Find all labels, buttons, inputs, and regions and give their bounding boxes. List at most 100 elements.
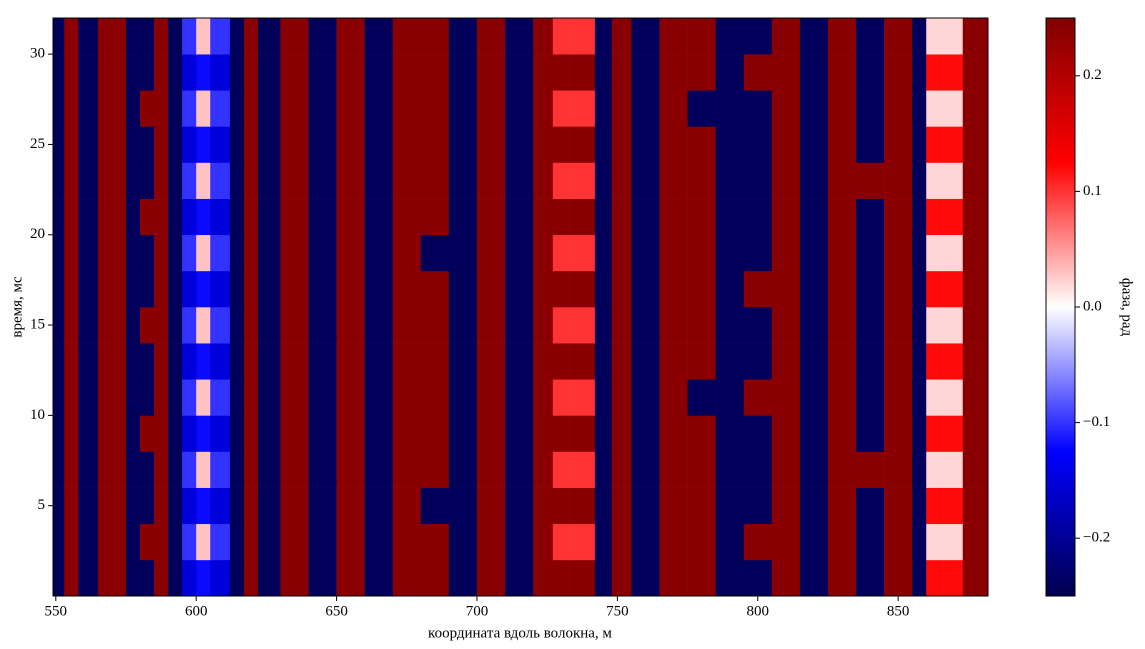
heatmap-cell [743, 559, 773, 597]
heatmap-cell [552, 559, 570, 597]
heatmap-cell [78, 270, 99, 308]
heatmap-cell [78, 451, 99, 488]
heatmap-cell [533, 18, 554, 55]
heatmap-cell [505, 559, 534, 597]
heatmap-cell [552, 54, 570, 91]
heatmap-cell [771, 90, 801, 127]
heatmap-cell [476, 198, 506, 236]
heatmap-cell [856, 559, 885, 597]
heatmap-cell [210, 18, 231, 55]
heatmap-cell [715, 18, 745, 55]
heatmap-cell [448, 379, 478, 416]
heatmap-cell [771, 270, 801, 308]
heatmap-cell [476, 379, 506, 416]
heatmap-cell [154, 451, 169, 488]
heatmap-cell [771, 343, 801, 380]
heatmap-cell [827, 162, 857, 199]
heatmap-cell [594, 379, 613, 416]
heatmap-cell [611, 198, 632, 236]
heatmap-cell [611, 270, 632, 308]
heatmap-cell [912, 90, 927, 127]
heatmap-cell [53, 54, 65, 91]
heatmap-cell [210, 415, 231, 452]
heatmap-cell [392, 487, 422, 525]
heatmap-cell [336, 451, 365, 488]
heatmap-cell [97, 415, 113, 452]
heatmap-cell [687, 307, 716, 344]
heatmap-cell [552, 18, 570, 55]
heatmap-cell [53, 307, 65, 344]
heatmap-cell [884, 234, 913, 272]
heatmap-cell [280, 54, 309, 91]
heatmap-cell [594, 198, 613, 236]
heatmap-cell [771, 18, 801, 55]
heatmap-cell [97, 523, 113, 561]
heatmap-cell [962, 343, 989, 380]
heatmap-cell [140, 18, 155, 55]
heatmap-cell [943, 487, 964, 525]
heatmap-cell [308, 559, 337, 597]
heatmap-cell [687, 90, 716, 127]
heatmap-cell [594, 559, 613, 597]
heatmap-cell [827, 559, 857, 597]
heatmap-cell [53, 198, 65, 236]
heatmap-cell [943, 18, 964, 55]
heatmap-cell [476, 451, 506, 488]
y-axis-label: время, мс [9, 276, 25, 338]
heatmap-cell [771, 234, 801, 272]
heatmap-cell [962, 451, 989, 488]
heatmap-cell [168, 18, 183, 55]
heatmap-cell [154, 18, 169, 55]
heatmap-cell [78, 126, 99, 163]
heatmap-cell [196, 90, 211, 127]
heatmap-cell [448, 54, 478, 91]
heatmap-cell [243, 343, 259, 380]
heatmap-cell [827, 415, 857, 452]
heatmap-cell [111, 234, 127, 272]
heatmap-cell [97, 487, 113, 525]
heatmap-cell [533, 307, 554, 344]
heatmap-cell [659, 559, 688, 597]
heatmap-cell [771, 198, 801, 236]
heatmap-cell [168, 198, 183, 236]
heatmap-cell [533, 523, 554, 561]
heatmap-cell [280, 270, 309, 308]
heatmap-cell [196, 559, 211, 597]
heatmap-cell [856, 18, 885, 55]
heatmap-cell [257, 90, 281, 127]
heatmap-cell [229, 126, 245, 163]
heatmap-cell [715, 126, 745, 163]
heatmap-cell [182, 18, 197, 55]
heatmap-cell [631, 415, 660, 452]
heatmap-cell [856, 126, 885, 163]
heatmap-cell [97, 343, 113, 380]
heatmap-cell [257, 343, 281, 380]
heatmap-cell [448, 451, 478, 488]
y-tick-label: 25 [30, 136, 45, 152]
heatmap-cell [943, 415, 964, 452]
heatmap-cell [448, 234, 478, 272]
heatmap-cell [926, 162, 944, 199]
heatmap-cell [182, 415, 197, 452]
heatmap-cell [594, 523, 613, 561]
heatmap-cell [962, 18, 989, 55]
heatmap-cell [308, 126, 337, 163]
heatmap-cell [243, 379, 259, 416]
heatmap-cell [64, 379, 79, 416]
heatmap-cell [827, 487, 857, 525]
heatmap-cell [182, 559, 197, 597]
heatmap-cell [505, 162, 534, 199]
heatmap-cell [196, 54, 211, 91]
heatmap-cell [943, 198, 964, 236]
heatmap-cell [533, 270, 554, 308]
heatmap-cell [364, 379, 394, 416]
heatmap-cell [448, 162, 478, 199]
heatmap-cell [243, 307, 259, 344]
colorbar-tick-label: −0.2 [1083, 530, 1110, 546]
heatmap-cell [505, 523, 534, 561]
heatmap-cell [569, 54, 596, 91]
heatmap-cell [364, 198, 394, 236]
heatmap-cell [884, 523, 913, 561]
heatmap-cell [827, 307, 857, 344]
heatmap-cell [168, 270, 183, 308]
